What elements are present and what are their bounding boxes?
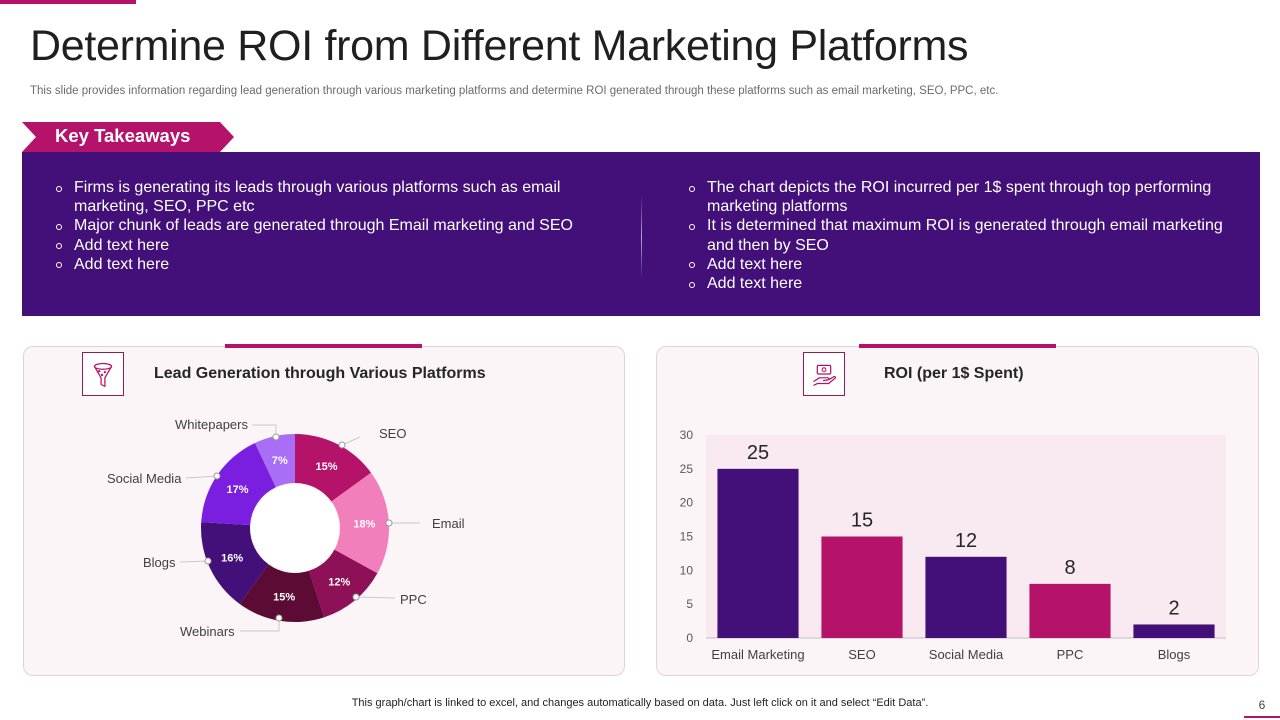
slide-subtitle: This slide provides information regardin… <box>30 85 999 97</box>
donut-category-label: Webinars <box>180 624 235 639</box>
donut-leader-dot <box>272 433 280 441</box>
slide-title: Determine ROI from Different Marketing P… <box>30 22 969 70</box>
bar-value-label: 8 <box>1064 557 1075 579</box>
y-tick-label: 15 <box>680 530 694 544</box>
takeaway-bullet: Add text here <box>687 255 1232 274</box>
key-takeaways-tag <box>22 122 234 152</box>
takeaway-bullet: The chart depicts the ROI incurred per 1… <box>687 178 1232 216</box>
donut-slice <box>295 434 372 502</box>
y-tick-label: 10 <box>680 563 694 577</box>
donut-leader-line <box>185 475 218 479</box>
donut-leader-line <box>240 618 280 632</box>
roi-bar <box>1133 624 1215 638</box>
x-category-label: Email Marketing <box>711 647 804 662</box>
bar-value-label: 12 <box>955 530 977 552</box>
donut-value-label: 7% <box>272 455 288 467</box>
takeaway-bullet: Add text here <box>54 255 614 274</box>
x-category-label: Blogs <box>1158 647 1191 662</box>
donut-value-label: 16% <box>221 553 243 565</box>
takeaway-bullet: Add text here <box>54 236 614 255</box>
bar-value-label: 15 <box>851 510 873 532</box>
y-tick-label: 5 <box>686 597 693 611</box>
takeaway-bullet: Major chunk of leads are generated throu… <box>54 216 614 235</box>
donut-slice <box>201 522 269 605</box>
y-tick-label: 0 <box>686 631 693 645</box>
funnel-icon <box>82 352 124 396</box>
roi-chart-title: ROI (per 1$ Spent) <box>884 365 1024 382</box>
donut-value-label: 15% <box>273 592 295 604</box>
top-accent-bar <box>0 0 136 4</box>
donut-value-label: 15% <box>316 461 338 473</box>
donut-slice <box>201 442 276 526</box>
key-takeaways-label: Key Takeaways <box>55 125 191 146</box>
bar-value-label: 25 <box>747 442 769 464</box>
y-tick-label: 20 <box>680 496 694 510</box>
donut-leader-dot <box>385 519 393 527</box>
takeaways-left-list: Firms is generating its leads through va… <box>54 178 614 274</box>
donut-leader-line <box>252 424 277 437</box>
lead-panel-accent <box>225 344 422 348</box>
donut-category-label: Social Media <box>107 471 182 486</box>
page-number-underline <box>1244 716 1280 718</box>
donut-leader-dot <box>204 557 212 565</box>
page-number: 6 <box>1258 698 1266 712</box>
donut-category-label: SEO <box>379 426 406 441</box>
donut-leader-dot <box>338 441 346 449</box>
roi-bar <box>821 536 903 638</box>
donut-leader-line <box>179 560 209 563</box>
donut-slice <box>254 434 295 488</box>
takeaways-right-list: The chart depicts the ROI incurred per 1… <box>687 178 1232 293</box>
hand-money-icon <box>803 352 845 396</box>
donut-slice <box>308 549 378 618</box>
lead-chart-title: Lead Generation through Various Platform… <box>154 365 486 382</box>
donut-leader-dot <box>275 614 283 622</box>
donut-value-label: 18% <box>353 519 375 531</box>
donut-hole <box>251 484 339 572</box>
roi-bar <box>717 468 799 638</box>
y-tick-label: 25 <box>680 462 694 476</box>
x-category-label: Social Media <box>929 647 1004 662</box>
donut-leader-dot <box>352 593 360 601</box>
roi-panel-accent <box>859 344 1056 348</box>
donut-category-label: Whitepapers <box>175 417 248 432</box>
donut-value-label: 17% <box>227 484 249 496</box>
donut-leader-line <box>355 596 396 599</box>
donut-slice <box>331 472 389 574</box>
footer-note: This graph/chart is linked to excel, and… <box>351 697 929 709</box>
donut-category-label: Blogs <box>143 555 176 570</box>
y-tick-label: 30 <box>680 428 694 442</box>
roi-bar <box>1029 583 1111 638</box>
donut-value-label: 12% <box>328 577 350 589</box>
takeaway-bullet: Firms is generating its leads through va… <box>54 178 614 216</box>
takeaway-bullet: Add text here <box>687 274 1232 293</box>
donut-slice <box>239 564 325 622</box>
takeaway-bullet: It is determined that maximum ROI is gen… <box>687 216 1232 254</box>
donut-category-label: Email <box>432 516 465 531</box>
takeaways-column-divider <box>641 195 642 280</box>
donut-leader-dot <box>213 472 221 480</box>
donut-category-label: PPC <box>400 592 427 607</box>
x-category-label: PPC <box>1057 647 1084 662</box>
bar-value-label: 2 <box>1168 597 1179 619</box>
x-category-label: SEO <box>848 647 875 662</box>
roi-bar <box>925 556 1007 638</box>
